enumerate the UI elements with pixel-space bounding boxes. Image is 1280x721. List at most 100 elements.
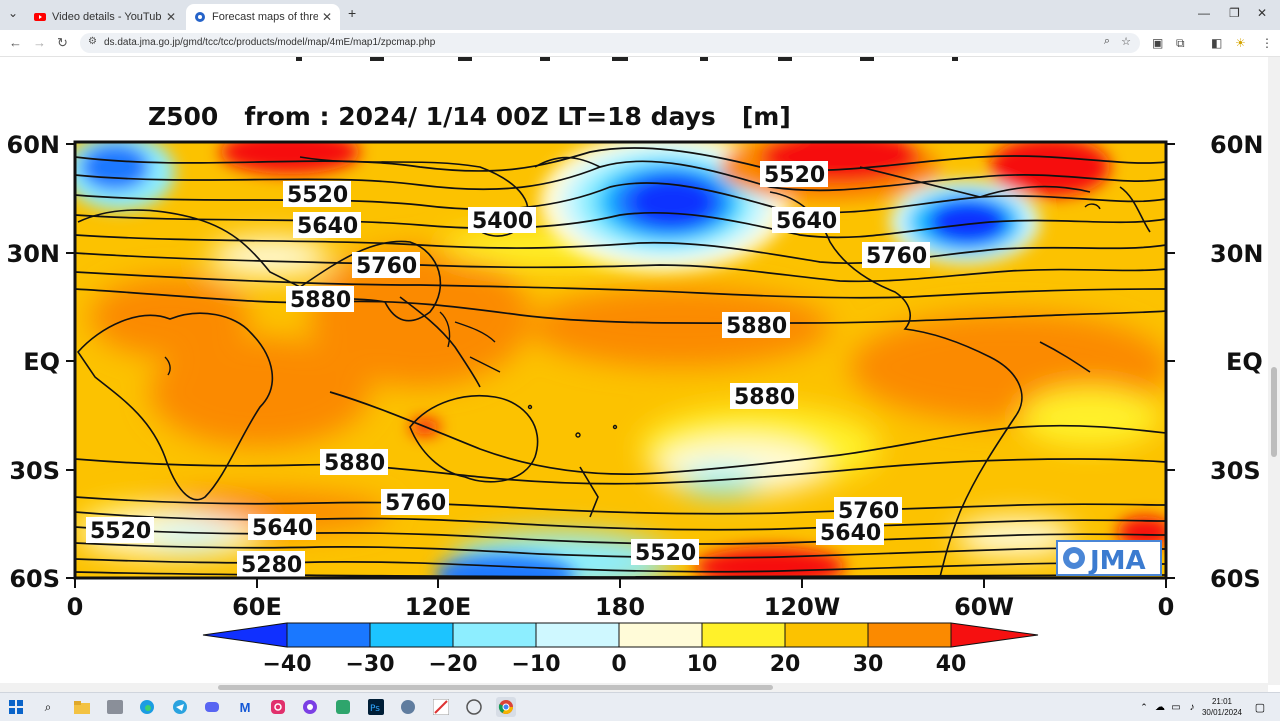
notifications-icon[interactable]: ▢ (1254, 701, 1266, 714)
forward-button[interactable]: → (33, 35, 46, 50)
windows-start-icon[interactable] (6, 697, 26, 717)
clock-time: 21:01 (1211, 697, 1232, 706)
colorbar-segment (950, 622, 1039, 648)
contour-label: 5520 (287, 183, 348, 208)
volume-icon[interactable]: ♪ (1189, 701, 1195, 713)
clock-date: 30/01/2024 (1201, 708, 1242, 717)
reload-button[interactable]: ↻ (57, 35, 68, 50)
contour-label: 5640 (820, 521, 881, 546)
contour-label: 5640 (776, 209, 837, 234)
longitude-labels: 0 60E 120E 180 120W 60W 0 (67, 593, 1175, 621)
jma-site-icon (195, 12, 205, 22)
drawing-app-icon[interactable] (431, 697, 451, 717)
app-icon[interactable] (105, 697, 125, 717)
colorbar-tick: 30 (853, 652, 884, 677)
url-text: ds.data.jma.go.jp/gmd/tcc/tcc/products/m… (104, 37, 436, 48)
instagram-icon[interactable] (268, 697, 288, 717)
contour-label: 5880 (290, 288, 351, 313)
contour-label: 5760 (385, 491, 446, 516)
lon-label: 0 (67, 593, 84, 621)
tab-search-chevron-icon[interactable]: ⌄ (8, 6, 19, 20)
edge-icon[interactable] (137, 697, 157, 717)
address-bar[interactable]: ⚙ ds.data.jma.go.jp/gmd/tcc/tcc/products… (80, 33, 1140, 53)
zoom-icon[interactable]: ⌕ (1103, 35, 1110, 47)
extension-icon[interactable]: ▣ (1152, 36, 1164, 50)
photoshop-icon[interactable]: Ps (366, 697, 386, 717)
green-app-icon[interactable] (333, 697, 353, 717)
contour-label: 5760 (866, 244, 927, 269)
lon-label: 60W (954, 593, 1014, 621)
circle-app-icon[interactable] (300, 697, 320, 717)
menu-kebab-icon[interactable]: ⋮ (1261, 36, 1273, 50)
file-explorer-icon[interactable] (72, 697, 92, 717)
cloud-icon[interactable]: ☁ (1155, 701, 1165, 713)
tab-label: Video details - YouTube Studio (52, 11, 162, 23)
colorbar-tick: −20 (428, 652, 477, 677)
colorbar-segment (369, 622, 454, 648)
colorbar-tick: 40 (936, 652, 967, 677)
tab-youtube-studio[interactable]: Video details - YouTube Studio ✕ (26, 4, 184, 30)
paint-icon[interactable] (398, 697, 418, 717)
side-panel-icon[interactable]: ◧ (1211, 36, 1223, 50)
restore-button[interactable]: ❐ (1229, 6, 1240, 20)
lon-label: 120W (764, 593, 841, 621)
colorbar-segment (452, 622, 537, 648)
close-tab-icon[interactable]: ✕ (165, 10, 176, 24)
new-tab-button[interactable]: + (348, 5, 357, 21)
tab-strip: ⌄ Video details - YouTube Studio ✕ Forec… (0, 0, 1280, 30)
jma-logo: JMA (1056, 540, 1162, 576)
height-contours (75, 147, 1166, 578)
telegram-icon[interactable] (170, 697, 190, 717)
search-icon[interactable]: ⌕ (44, 699, 52, 714)
contour-label: 5880 (324, 451, 385, 476)
tab-forecast-maps[interactable]: Forecast maps of three-month ✕ (186, 4, 340, 30)
back-button[interactable]: ← (9, 35, 22, 50)
contour-label: 5280 (241, 553, 302, 578)
settings-app-icon[interactable] (464, 697, 484, 717)
tray-chevron-icon[interactable]: ⌃ (1140, 701, 1148, 712)
contour-label: 5400 (472, 209, 533, 234)
lon-label: 180 (595, 593, 645, 621)
colorbar-tick: 0 (611, 652, 626, 677)
discord-icon[interactable] (202, 697, 222, 717)
lat-label: 60S (1210, 565, 1261, 593)
lon-label: 0 (1158, 593, 1175, 621)
lat-label: 60N (7, 131, 60, 159)
taskbar-clock[interactable]: 21:01 30/01/2024 (1202, 696, 1242, 718)
chrome-icon[interactable] (496, 697, 516, 717)
bookmark-star-icon[interactable]: ☆ (1121, 36, 1131, 48)
horizontal-scrollbar[interactable] (0, 683, 1268, 692)
colorbar-tick: −10 (511, 652, 560, 677)
map-title: Z500 from : 2024/ 1/14 00Z LT=18 days [m… (148, 102, 791, 131)
axis-ticks (66, 143, 1175, 588)
lon-label: 60E (232, 593, 282, 621)
close-window-button[interactable]: ✕ (1257, 6, 1268, 20)
extensions-puzzle-icon[interactable]: ⧉ (1176, 36, 1185, 50)
colorbar-tick: 20 (770, 652, 801, 677)
horizontal-scroll-thumb[interactable] (218, 685, 773, 690)
contour-label: 5760 (356, 254, 417, 279)
lat-label: EQ (1226, 348, 1263, 376)
mail-icon[interactable]: M (239, 699, 251, 715)
vertical-scroll-thumb[interactable] (1271, 367, 1277, 457)
vertical-scrollbar[interactable] (1268, 57, 1280, 685)
jma-logo-text: JMA (1088, 546, 1146, 576)
svg-text:Ps: Ps (370, 704, 380, 714)
minimize-button[interactable]: — (1198, 6, 1210, 20)
contour-label: 5880 (726, 314, 787, 339)
lat-label: 30N (1210, 240, 1263, 268)
lat-label: 30S (1210, 457, 1261, 485)
contour-label: 5520 (764, 163, 825, 188)
colorbar-segment (867, 622, 952, 648)
colorbar-segment (535, 622, 620, 648)
browser-toolbar: ← → ↻ ⚙ ds.data.jma.go.jp/gmd/tcc/tcc/pr… (0, 30, 1280, 57)
network-icon[interactable]: ▭ (1171, 701, 1181, 713)
contour-label: 5520 (90, 519, 151, 544)
profile-avatar[interactable]: ☀ (1235, 36, 1246, 50)
lon-label: 120E (405, 593, 472, 621)
close-tab-icon[interactable]: ✕ (321, 10, 332, 24)
anomaly-field: 5520 5640 5760 5880 5400 5520 5640 5760 … (75, 142, 1166, 578)
latitude-labels-left: 60N 30N EQ 30S 60S (7, 131, 60, 593)
colorbar-tick: −30 (345, 652, 394, 677)
site-info-icon[interactable]: ⚙ (88, 36, 97, 47)
